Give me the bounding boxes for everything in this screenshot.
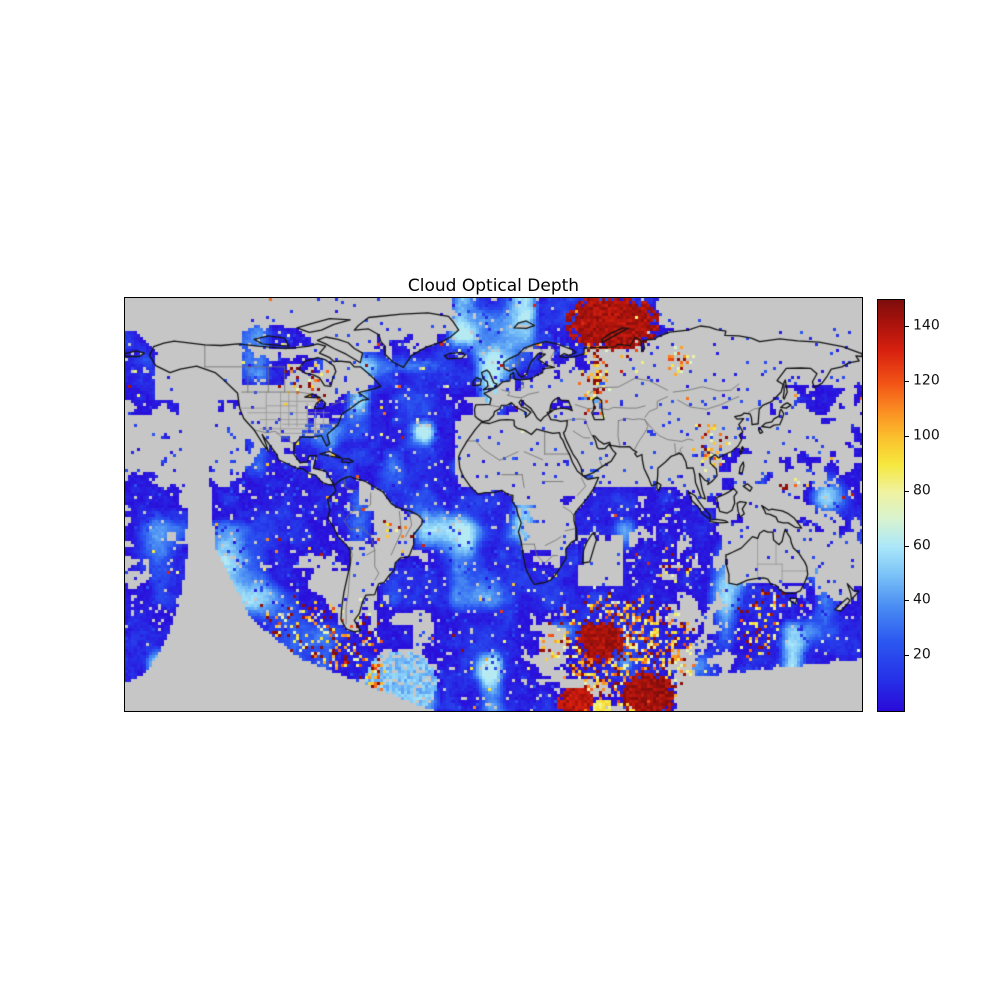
colorbar-canvas <box>878 300 904 711</box>
colorbar-tick-label: 60 <box>913 537 931 554</box>
colorbar-tick-label: 80 <box>913 482 931 499</box>
map-canvas <box>125 298 862 711</box>
plot-title: Cloud Optical Depth <box>407 276 580 296</box>
colorbar-tick <box>904 655 909 657</box>
colorbar-tick <box>904 600 909 602</box>
colorbar-tick <box>904 326 909 328</box>
colorbar-tick <box>904 381 909 383</box>
colorbar-tick <box>904 436 909 437</box>
colorbar-tick-label: 120 <box>913 372 940 389</box>
colorbar-tick <box>904 545 909 547</box>
colorbar-tick-label: 20 <box>913 646 931 663</box>
colorbar-tick-label: 140 <box>913 318 940 335</box>
colorbar-tick-label: 40 <box>913 592 931 609</box>
colorbar <box>877 299 905 712</box>
colorbar-tick <box>904 490 909 492</box>
map-plot <box>124 297 863 712</box>
colorbar-tick-label: 100 <box>913 427 940 444</box>
